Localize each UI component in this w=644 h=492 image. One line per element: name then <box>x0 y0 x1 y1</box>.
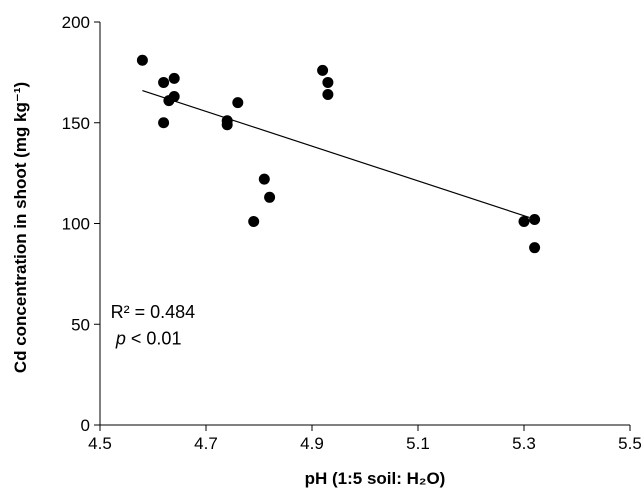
trendline <box>142 89 530 219</box>
data-point <box>264 191 276 203</box>
y-tick-label: 50 <box>71 315 90 334</box>
data-point <box>529 242 541 254</box>
y-tick-label: 150 <box>62 114 90 133</box>
y-tick-label: 0 <box>81 416 90 435</box>
data-point <box>232 97 244 109</box>
p-symbol: p <box>115 328 126 348</box>
p-value: < 0.01 <box>126 328 182 348</box>
data-point <box>322 89 334 101</box>
data-point <box>158 117 170 129</box>
y-tick-label: 100 <box>62 215 90 234</box>
x-tick-label: 4.9 <box>300 434 324 453</box>
x-tick-label: 4.5 <box>88 434 112 453</box>
data-point <box>158 76 170 88</box>
y-axis-title: Cd concentration in shoot (mg kg⁻¹) <box>11 82 30 373</box>
data-point <box>221 115 233 127</box>
axes <box>99 22 630 426</box>
data-point <box>248 215 260 227</box>
data-point <box>168 72 180 84</box>
x-tick-label: 5.3 <box>512 434 536 453</box>
data-point <box>518 215 530 227</box>
x-tick-label: 5.1 <box>406 434 430 453</box>
tick-labels: 4.5 4.7 4.9 5.1 5.3 5.5 0 50 100 150 200 <box>62 13 642 453</box>
x-tick-label: 5.5 <box>618 434 642 453</box>
data-point <box>168 91 180 103</box>
data-point <box>258 173 270 185</box>
tick-marks <box>94 21 631 431</box>
y-tick-label: 200 <box>62 13 90 32</box>
data-point <box>136 54 148 66</box>
x-tick-label: 4.7 <box>194 434 218 453</box>
data-point <box>529 213 541 225</box>
data-point <box>322 76 334 88</box>
data-points <box>136 54 541 254</box>
x-axis-title: pH (1:5 soil: H₂O) <box>305 469 446 488</box>
r-squared-annotation: R² = 0.484 <box>111 302 196 322</box>
p-value-annotation: p < 0.01 <box>115 328 182 348</box>
data-point <box>317 64 329 76</box>
